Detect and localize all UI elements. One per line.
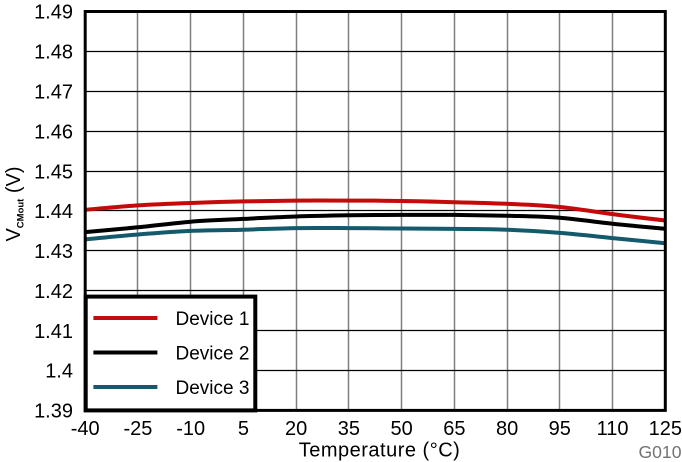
svg-text:1.39: 1.39 (34, 401, 73, 423)
svg-text:20: 20 (285, 418, 307, 440)
svg-text:1.41: 1.41 (34, 321, 73, 343)
svg-text:1.43: 1.43 (34, 241, 73, 263)
svg-text:1.45: 1.45 (34, 161, 73, 183)
svg-text:G010: G010 (638, 442, 681, 462)
svg-text:Device 3: Device 3 (176, 378, 250, 399)
svg-text:5: 5 (238, 418, 249, 440)
svg-text:Device 2: Device 2 (176, 344, 250, 365)
svg-text:80: 80 (496, 418, 518, 440)
svg-text:Device 1: Device 1 (176, 309, 250, 330)
svg-text:50: 50 (390, 418, 412, 440)
svg-text:35: 35 (338, 418, 360, 440)
svg-text:-25: -25 (123, 418, 152, 440)
svg-text:125: 125 (649, 418, 682, 440)
svg-text:1.4: 1.4 (45, 361, 73, 383)
svg-text:1.48: 1.48 (34, 42, 73, 64)
svg-text:65: 65 (443, 418, 465, 440)
svg-text:95: 95 (549, 418, 571, 440)
svg-text:1.42: 1.42 (34, 281, 73, 303)
svg-text:Temperature (°C): Temperature (°C) (299, 440, 461, 462)
svg-text:1.44: 1.44 (34, 201, 73, 223)
svg-text:110: 110 (597, 418, 629, 440)
svg-text:1.49: 1.49 (34, 2, 73, 24)
svg-text:1.46: 1.46 (34, 121, 73, 143)
svg-text:-40: -40 (71, 418, 100, 440)
svg-text:-10: -10 (176, 418, 205, 440)
svg-text:1.47: 1.47 (34, 82, 73, 104)
